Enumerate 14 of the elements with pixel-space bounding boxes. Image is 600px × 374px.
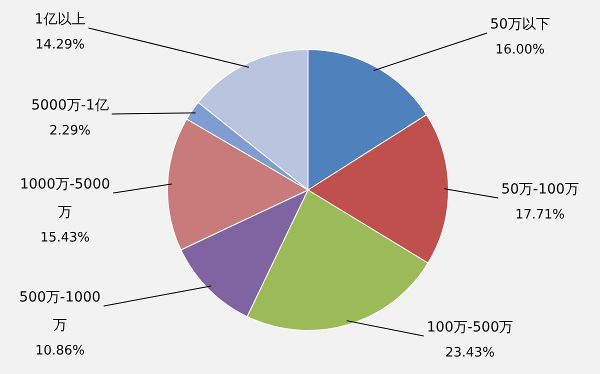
slice-label: 50万-100万: [501, 182, 579, 198]
data-label: 23.43%: [445, 345, 495, 360]
data-label: 10.86%: [35, 343, 85, 358]
slice-label: 50万以下: [490, 16, 550, 33]
slice-label: 1亿以上: [34, 12, 86, 28]
data-label: 16.00%: [495, 42, 545, 58]
slice-label: 1000万-5000万: [20, 176, 110, 221]
slice-label: 100万-500万: [426, 320, 514, 336]
slice-label: 500万-1000万: [19, 290, 101, 334]
data-label: 2.29%: [49, 123, 91, 138]
data-label: 14.29%: [35, 37, 85, 52]
slice-label: 5000万-1亿: [31, 98, 109, 114]
data-label: 15.43%: [40, 230, 90, 246]
data-label: 17.71%: [515, 207, 565, 222]
